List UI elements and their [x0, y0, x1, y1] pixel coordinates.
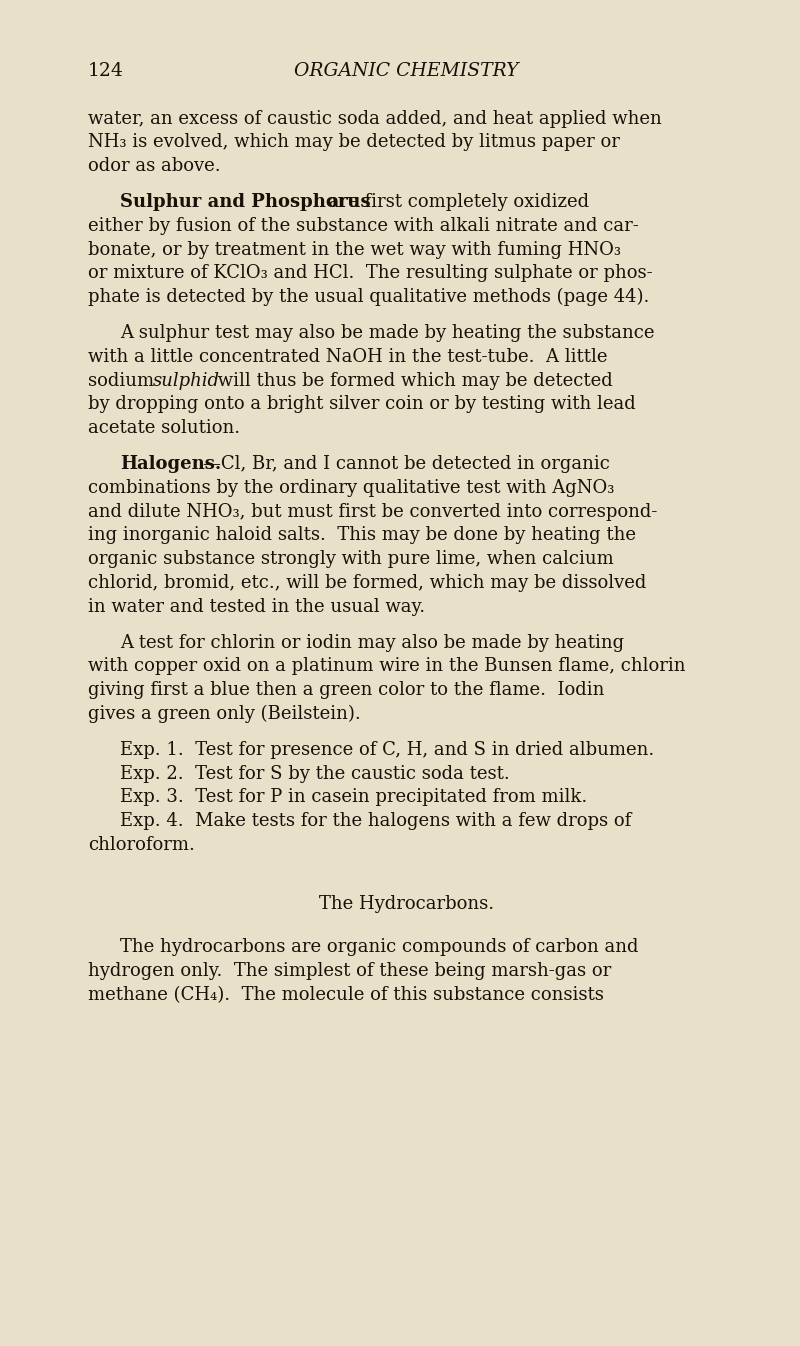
- Text: combinations by the ordinary qualitative test with AgNO₃: combinations by the ordinary qualitative…: [88, 479, 614, 497]
- Text: and dilute NHO₃, but must first be converted into correspond-: and dilute NHO₃, but must first be conve…: [88, 502, 658, 521]
- Text: either by fusion of the substance with alkali nitrate and car-: either by fusion of the substance with a…: [88, 217, 638, 234]
- Text: giving first a blue then a green color to the flame.  Iodin: giving first a blue then a green color t…: [88, 681, 604, 699]
- Text: A test for chlorin or iodin may also be made by heating: A test for chlorin or iodin may also be …: [120, 634, 624, 651]
- Text: with copper oxid on a platinum wire in the Bunsen flame, chlorin: with copper oxid on a platinum wire in t…: [88, 657, 686, 676]
- Text: Halogens.: Halogens.: [120, 455, 222, 472]
- Text: Exp. 4.  Make tests for the halogens with a few drops of: Exp. 4. Make tests for the halogens with…: [120, 812, 631, 830]
- Text: The hydrocarbons are organic compounds of carbon and: The hydrocarbons are organic compounds o…: [120, 938, 638, 957]
- Text: gives a green only (Beilstein).: gives a green only (Beilstein).: [88, 705, 361, 723]
- Text: are first completely oxidized: are first completely oxidized: [323, 192, 589, 211]
- Text: with a little concentrated NaOH in the test-tube.  A little: with a little concentrated NaOH in the t…: [88, 347, 607, 366]
- Text: Exp. 3.  Test for P in casein precipitated from milk.: Exp. 3. Test for P in casein precipitate…: [120, 789, 587, 806]
- Text: —Cl, Br, and I cannot be detected in organic: —Cl, Br, and I cannot be detected in org…: [203, 455, 610, 472]
- Text: Exp. 1.  Test for presence of C, H, and S in dried albumen.: Exp. 1. Test for presence of C, H, and S…: [120, 740, 654, 759]
- Text: Exp. 2.  Test for S by the caustic soda test.: Exp. 2. Test for S by the caustic soda t…: [120, 765, 510, 782]
- Text: ing inorganic haloid salts.  This may be done by heating the: ing inorganic haloid salts. This may be …: [88, 526, 636, 544]
- Text: NH₃ is evolved, which may be detected by litmus paper or: NH₃ is evolved, which may be detected by…: [88, 133, 620, 151]
- Text: Sulphur and Phosphorus: Sulphur and Phosphorus: [120, 192, 370, 211]
- Text: chlorid, bromid, etc., will be formed, which may be dissolved: chlorid, bromid, etc., will be formed, w…: [88, 573, 646, 592]
- Text: methane (CH₄).  The molecule of this substance consists: methane (CH₄). The molecule of this subs…: [88, 985, 604, 1004]
- Text: ORGANIC CHEMISTRY: ORGANIC CHEMISTRY: [294, 62, 518, 79]
- Text: phate is detected by the usual qualitative methods (page 44).: phate is detected by the usual qualitati…: [88, 288, 650, 307]
- Text: water, an excess of caustic soda added, and heat applied when: water, an excess of caustic soda added, …: [88, 109, 662, 128]
- Text: acetate solution.: acetate solution.: [88, 419, 240, 437]
- Text: hydrogen only.  The simplest of these being marsh-gas or: hydrogen only. The simplest of these bei…: [88, 962, 611, 980]
- Text: sodium: sodium: [88, 371, 160, 389]
- Text: or mixture of KClO₃ and HCl.  The resulting sulphate or phos-: or mixture of KClO₃ and HCl. The resulti…: [88, 264, 653, 283]
- Text: organic substance strongly with pure lime, when calcium: organic substance strongly with pure lim…: [88, 551, 614, 568]
- Text: 124: 124: [88, 62, 124, 79]
- Text: odor as above.: odor as above.: [88, 157, 221, 175]
- Text: in water and tested in the usual way.: in water and tested in the usual way.: [88, 598, 425, 616]
- Text: by dropping onto a bright silver coin or by testing with lead: by dropping onto a bright silver coin or…: [88, 396, 636, 413]
- Text: The Hydrocarbons.: The Hydrocarbons.: [319, 895, 494, 914]
- Text: will thus be formed which may be detected: will thus be formed which may be detecte…: [212, 371, 613, 389]
- Text: A sulphur test may also be made by heating the substance: A sulphur test may also be made by heati…: [120, 324, 654, 342]
- Text: chloroform.: chloroform.: [88, 836, 195, 853]
- Text: bonate, or by treatment in the wet way with fuming HNO₃: bonate, or by treatment in the wet way w…: [88, 241, 621, 258]
- Text: sulphid: sulphid: [153, 371, 220, 389]
